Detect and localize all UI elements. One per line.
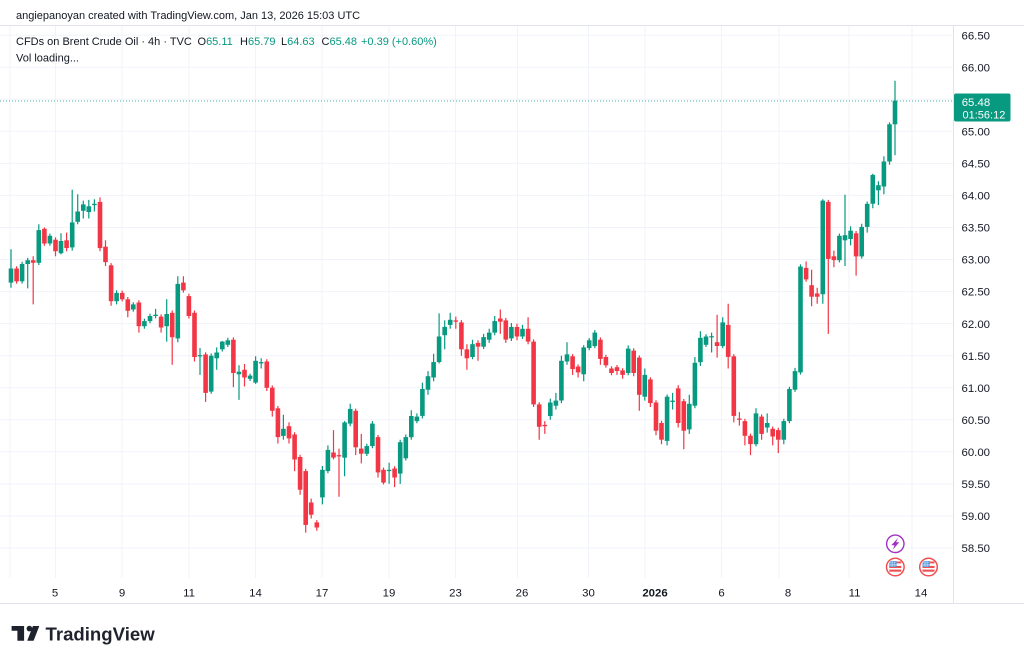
svg-text:26: 26 <box>516 588 529 600</box>
svg-text:5: 5 <box>52 588 58 600</box>
svg-text:61.50: 61.50 <box>962 351 991 363</box>
svg-text:19: 19 <box>383 588 396 600</box>
svg-text:9: 9 <box>119 588 125 600</box>
svg-text:TradingView: TradingView <box>46 623 156 644</box>
svg-text:60.50: 60.50 <box>962 415 991 427</box>
svg-text:63.00: 63.00 <box>962 255 991 267</box>
svg-text:65.00: 65.00 <box>962 126 991 138</box>
svg-text:58.50: 58.50 <box>962 543 991 555</box>
svg-text:64.50: 64.50 <box>962 159 991 171</box>
svg-text:angiepanoyan created with Trad: angiepanoyan created with TradingView.co… <box>16 10 360 22</box>
svg-text:01:56:12: 01:56:12 <box>963 110 1006 122</box>
svg-text:11: 11 <box>183 588 195 600</box>
svg-text:61.00: 61.00 <box>962 383 991 395</box>
svg-text:8: 8 <box>785 588 791 600</box>
svg-text:59.00: 59.00 <box>962 511 991 523</box>
svg-text:2026: 2026 <box>642 588 667 600</box>
svg-text:14: 14 <box>249 588 262 600</box>
svg-text:59.50: 59.50 <box>962 479 991 491</box>
svg-text:17: 17 <box>316 588 329 600</box>
svg-text:64.00: 64.00 <box>962 191 991 203</box>
svg-text:66.50: 66.50 <box>962 30 991 42</box>
svg-text:14: 14 <box>915 588 928 600</box>
svg-text:66.00: 66.00 <box>962 62 991 74</box>
svg-text:23: 23 <box>449 588 462 600</box>
svg-text:Vol loading...: Vol loading... <box>16 52 79 64</box>
svg-text:6: 6 <box>718 588 724 600</box>
svg-text:62.00: 62.00 <box>962 319 991 331</box>
svg-text:60.00: 60.00 <box>962 447 991 459</box>
svg-text:65.48: 65.48 <box>962 97 991 109</box>
svg-text:62.50: 62.50 <box>962 287 991 299</box>
svg-text:CFDs on Brent Crude Oil · 4h ·: CFDs on Brent Crude Oil · 4h · TVC O65.11… <box>16 36 437 48</box>
svg-text:30: 30 <box>582 588 595 600</box>
svg-text:63.50: 63.50 <box>962 223 991 235</box>
svg-text:11: 11 <box>849 588 861 600</box>
